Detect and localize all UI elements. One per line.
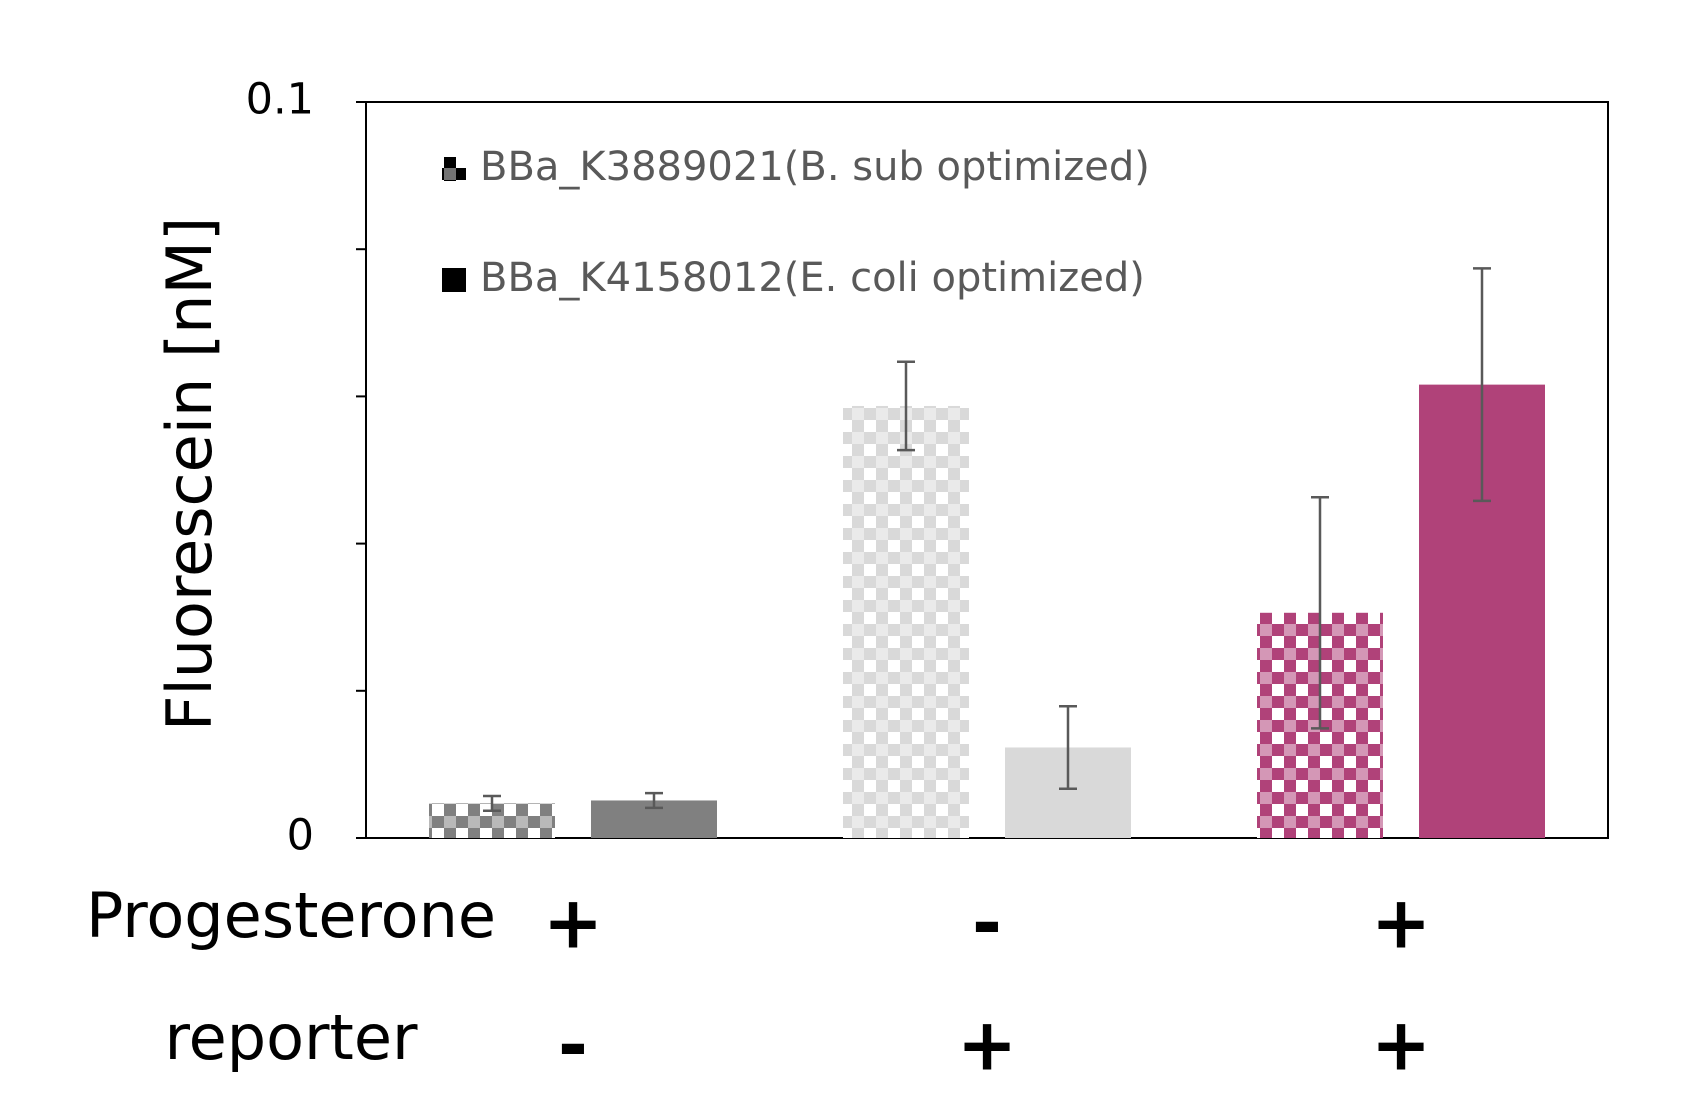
- error-bar: [645, 791, 663, 810]
- bar: [843, 405, 969, 838]
- legend-marker: [442, 268, 466, 292]
- legend-label: BBa_K3889021(B. sub optimized): [480, 144, 1150, 190]
- row-label: Progesterone: [86, 879, 496, 952]
- error-bar: [1059, 705, 1077, 790]
- condition-value: +: [1371, 881, 1431, 965]
- plot-frame: [365, 101, 1609, 839]
- y-tick-label: 0.1: [246, 75, 314, 125]
- row-label: reporter: [165, 1001, 419, 1074]
- legend-marker: [442, 157, 466, 181]
- error-bar: [1473, 267, 1491, 503]
- condition-value: +: [957, 1003, 1017, 1087]
- y-tick-label: 0: [287, 811, 314, 861]
- error-bar: [1311, 495, 1329, 730]
- condition-value: -: [558, 1003, 588, 1087]
- error-bar: [483, 794, 501, 813]
- condition-value: -: [972, 881, 1002, 965]
- condition-value: +: [1371, 1003, 1431, 1087]
- legend-label: BBa_K4158012(E. coli optimized): [480, 255, 1145, 301]
- condition-value: +: [543, 881, 603, 965]
- error-bar: [897, 360, 915, 452]
- y-axis-label: Fluorescein [nM]: [153, 217, 226, 731]
